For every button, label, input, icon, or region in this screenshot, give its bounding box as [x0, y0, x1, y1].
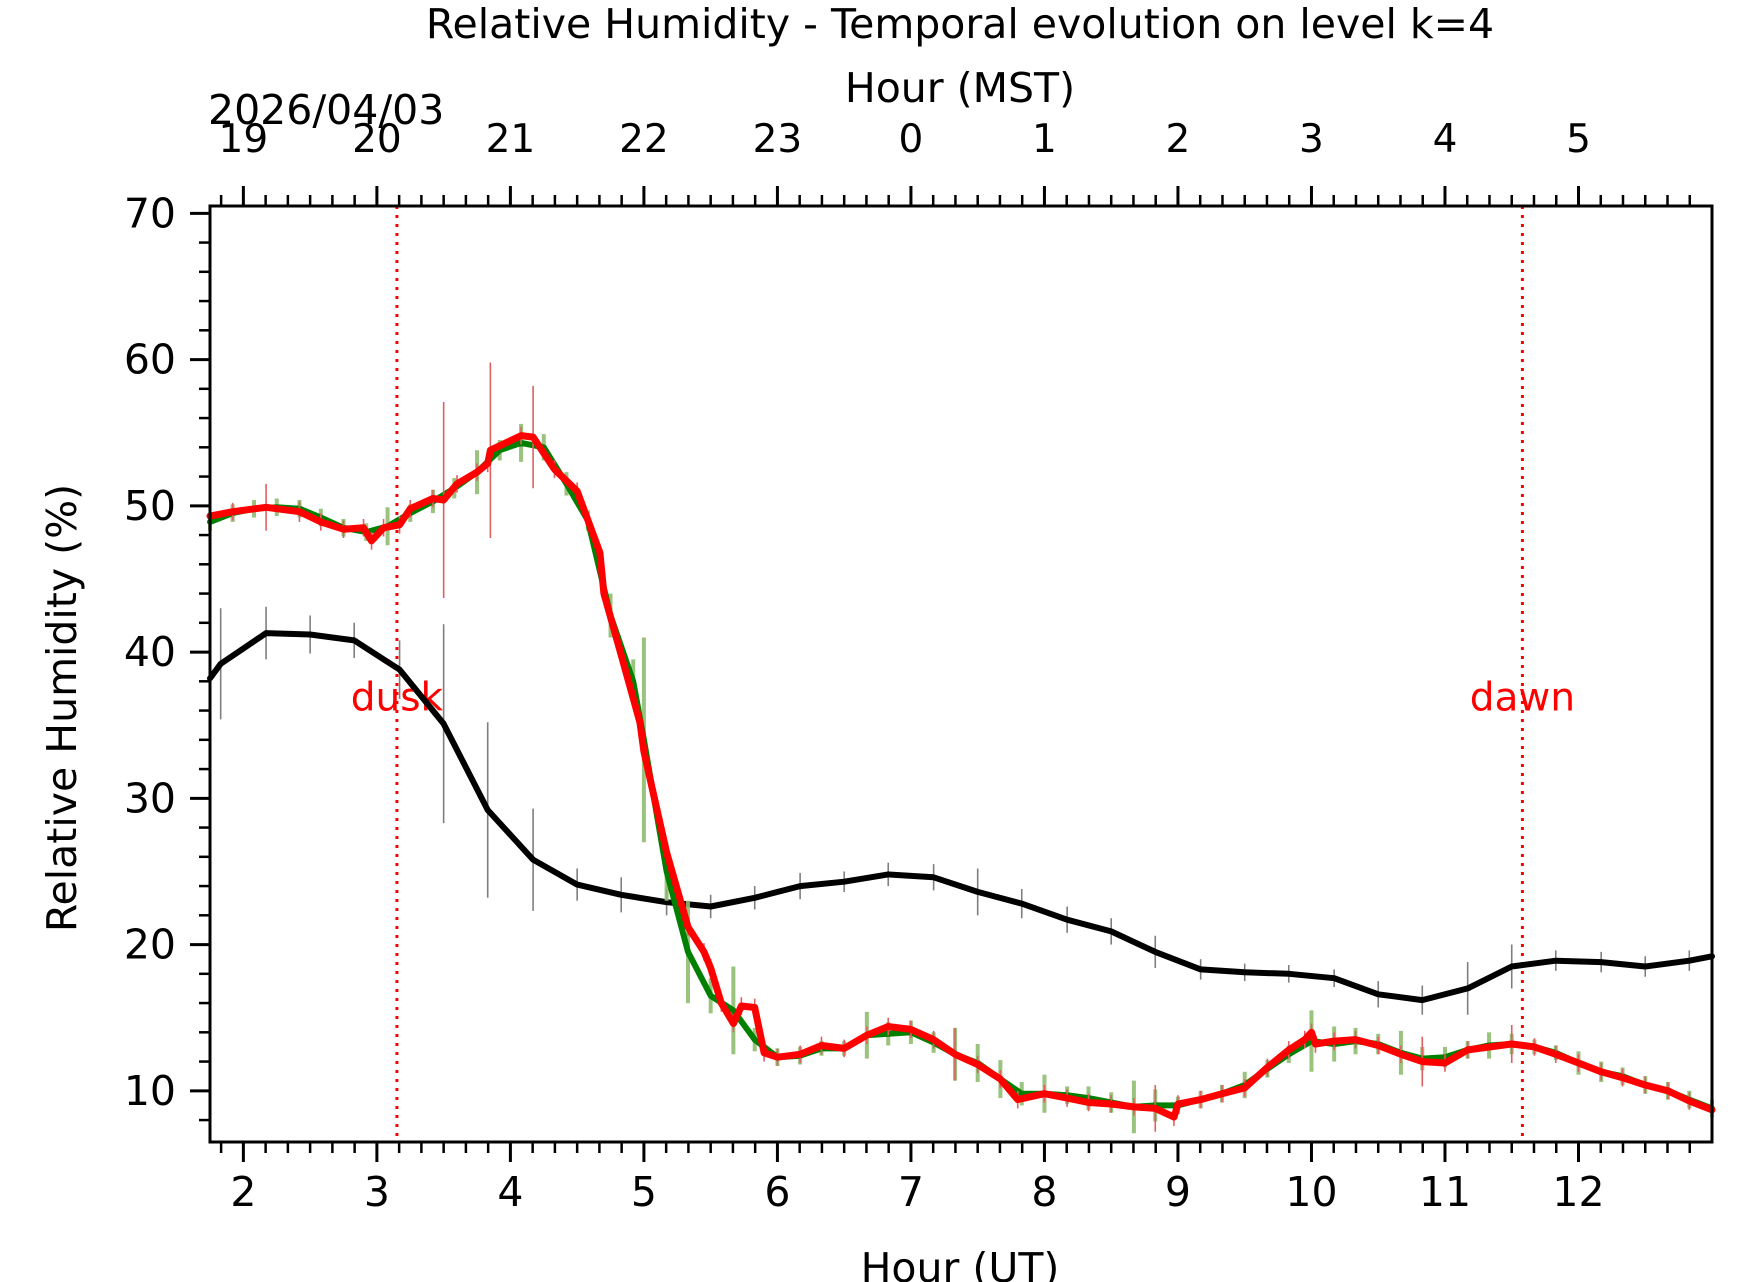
top-tick-label: 1	[1032, 117, 1057, 162]
series-red	[206, 362, 1716, 1132]
x-tick-label: 12	[1552, 1168, 1604, 1216]
series-line-black	[207, 630, 1715, 1004]
y-axis-label: Relative Humidity (%)	[38, 484, 86, 932]
x-tick-label: 3	[364, 1168, 390, 1216]
top-tick-label: 23	[753, 117, 803, 162]
top-x-axis-label: Hour (MST)	[845, 64, 1075, 112]
series-line-green	[207, 439, 1715, 1112]
top-tick-label: 0	[899, 117, 924, 162]
top-tick-label: 3	[1299, 117, 1324, 162]
top-tick-label: 4	[1433, 117, 1458, 162]
top-tick-label: 20	[352, 117, 402, 162]
chart-title: Relative Humidity - Temporal evolution o…	[426, 0, 1494, 48]
data-series	[206, 362, 1716, 1134]
y-tick-label: 40	[124, 628, 176, 676]
y-tick-label: 30	[124, 774, 176, 822]
top-tick-label: 21	[486, 117, 536, 162]
x-tick-label: 8	[1031, 1168, 1057, 1216]
y-tick-label: 70	[124, 189, 176, 237]
dusk-label: dusk	[351, 676, 444, 721]
series-line-red	[206, 432, 1716, 1121]
x-tick-label: 7	[898, 1168, 924, 1216]
plot-frame	[208, 204, 1714, 1144]
x-tick-label: 10	[1285, 1168, 1337, 1216]
x-axis-label: Hour (UT)	[861, 1244, 1060, 1282]
series-green	[207, 423, 1715, 1134]
y-tick-label: 20	[124, 921, 176, 969]
top-tick-label: 2	[1166, 117, 1191, 162]
dawn-label: dawn	[1470, 676, 1575, 721]
top-tick-label: 5	[1566, 117, 1591, 162]
x-tick-label: 5	[631, 1168, 657, 1216]
top-tick-label: 22	[619, 117, 669, 162]
date-label: 2026/04/03	[208, 86, 444, 134]
x-tick-label: 9	[1165, 1168, 1191, 1216]
top-tick-label: 19	[219, 117, 269, 162]
x-tick-label: 11	[1419, 1168, 1471, 1216]
y-tick-label: 50	[124, 482, 176, 530]
x-tick-label: 2	[230, 1168, 256, 1216]
x-tick-label: 6	[764, 1168, 790, 1216]
x-tick-label: 4	[497, 1168, 523, 1216]
event-markers: dusk dawn	[351, 206, 1575, 1142]
series-black	[207, 606, 1715, 1015]
y-tick-label: 10	[124, 1067, 176, 1115]
y-tick-label: 60	[124, 336, 176, 384]
